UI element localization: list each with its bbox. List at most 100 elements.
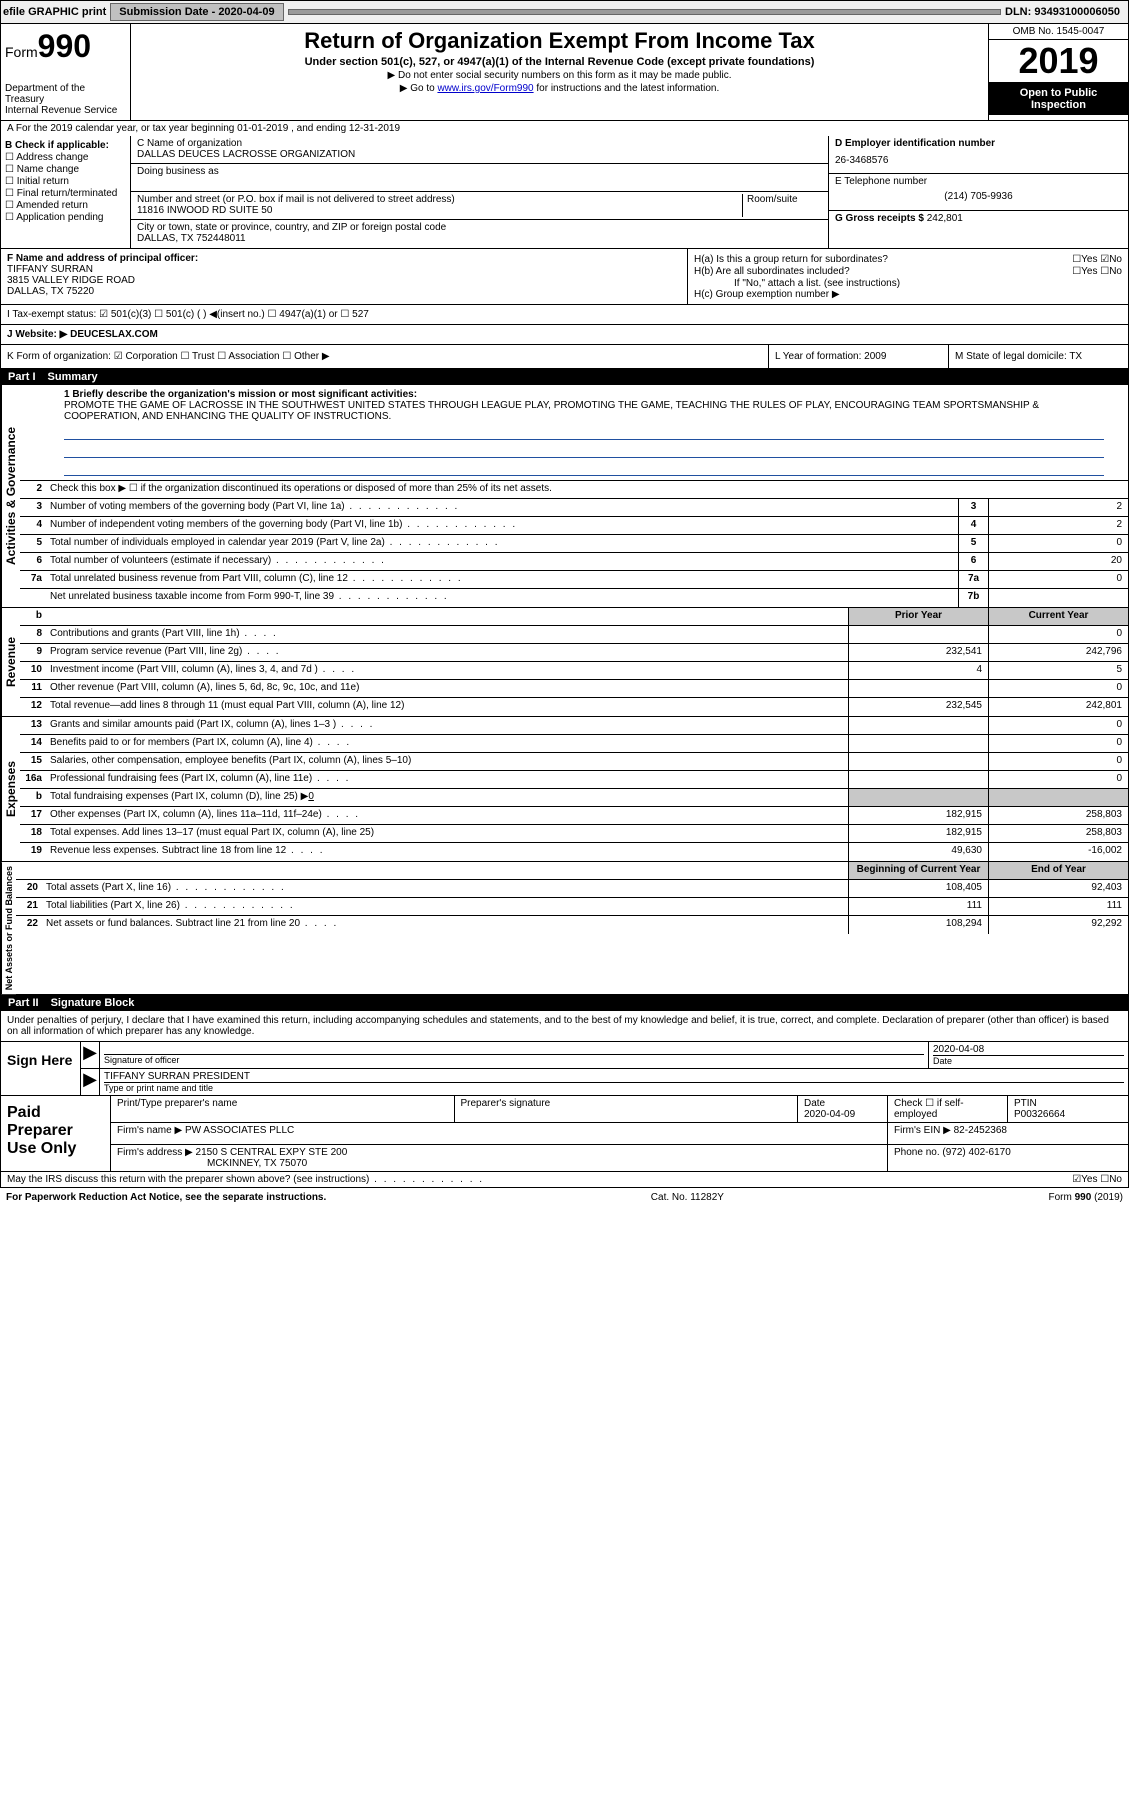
goto-note: ▶ Go to www.irs.gov/Form990 for instruct… (137, 83, 982, 94)
l16ap (848, 771, 988, 788)
preparer-date-cell: Date2020-04-09 (798, 1096, 888, 1122)
page-footer: For Paperwork Reduction Act Notice, see … (0, 1188, 1129, 1207)
revenue-table: Revenue bPrior YearCurrent Year 8Contrib… (0, 608, 1129, 717)
line9: Program service revenue (Part VIII, line… (46, 644, 848, 661)
line6-val: 20 (988, 553, 1128, 570)
chk-final[interactable]: ☐ Final return/terminated (5, 188, 126, 199)
goto-pre: ▶ Go to (400, 83, 438, 94)
l13c: 0 (988, 717, 1128, 734)
tax-exempt-row: I Tax-exempt status: ☑ 501(c)(3) ☐ 501(c… (0, 305, 1129, 325)
gross-label: G Gross receipts $ (835, 213, 924, 224)
dept-treasury: Department of the Treasury (5, 83, 126, 105)
l20b: 108,405 (848, 880, 988, 897)
box-m: M State of legal domicile: TX (948, 345, 1128, 368)
arrow-icon-2: ▶ (81, 1069, 99, 1095)
officer-signature: Signature of officer (99, 1042, 928, 1068)
addr-value: 11816 INWOOD RD SUITE 50 (137, 205, 742, 216)
ein-value: 26-3468576 (835, 155, 1122, 166)
hb-answer[interactable]: ☐Yes ☐No (1072, 266, 1122, 277)
discuss-row: May the IRS discuss this return with the… (0, 1172, 1129, 1188)
firm-addr-cell: Firm's address ▶ 2150 S CENTRAL EXPY STE… (111, 1145, 888, 1171)
line11: Other revenue (Part VIII, column (A), li… (46, 680, 848, 697)
sig-date: 2020-04-08Date (928, 1042, 1128, 1068)
chk-name[interactable]: ☐ Name change (5, 164, 126, 175)
omb-number: OMB No. 1545-0047 (989, 24, 1128, 40)
l14c: 0 (988, 735, 1128, 752)
vtab-expenses: Expenses (1, 717, 20, 861)
box-l: L Year of formation: 2009 (768, 345, 948, 368)
website-row: J Website: ▶ DEUCESLAX.COM (0, 325, 1129, 345)
part1-title: Summary (48, 371, 98, 383)
vtab-revenue: Revenue (1, 608, 20, 716)
discuss-label: May the IRS discuss this return with the… (7, 1174, 1002, 1185)
dba-row: Doing business as (131, 164, 828, 192)
l15c: 0 (988, 753, 1128, 770)
l22e: 92,292 (988, 916, 1128, 934)
preparer-sig-cell: Preparer's signature (455, 1096, 799, 1122)
sign-here-label: Sign Here (1, 1042, 81, 1095)
phone-row: E Telephone number (214) 705-9936 (829, 174, 1128, 212)
mission-text: PROMOTE THE GAME OF LACROSSE IN THE SOUT… (64, 400, 1039, 422)
address-row: Number and street (or P.O. box if mail i… (131, 192, 828, 220)
netassets-table: Net Assets or Fund Balances Beginning of… (0, 862, 1129, 995)
l12c: 242,801 (988, 698, 1128, 716)
preparer-ptin-cell: PTINP00326664 (1008, 1096, 1128, 1122)
line7a: Total unrelated business revenue from Pa… (46, 571, 958, 588)
part1-num: Part I (8, 371, 36, 383)
line14: Benefits paid to or for members (Part IX… (46, 735, 848, 752)
org-name: DALLAS DEUCES LACROSSE ORGANIZATION (137, 149, 822, 160)
line16a: Professional fundraising fees (Part IX, … (46, 771, 848, 788)
gross-row: G Gross receipts $ 242,801 (829, 211, 1128, 248)
footer-right: Form 990 (2019) (1049, 1192, 1123, 1203)
addr-label: Number and street (or P.O. box if mail i… (137, 194, 742, 205)
form-title: Return of Organization Exempt From Incom… (137, 28, 982, 54)
line20: Total assets (Part X, line 16) (42, 880, 848, 897)
chk-initial[interactable]: ☐ Initial return (5, 176, 126, 187)
row-fh: F Name and address of principal officer:… (0, 249, 1129, 305)
paid-preparer-label: Paid Preparer Use Only (1, 1096, 111, 1171)
entity-block: B Check if applicable: ☐ Address change … (0, 136, 1129, 249)
org-name-row: C Name of organization DALLAS DEUCES LAC… (131, 136, 828, 164)
chk-address[interactable]: ☐ Address change (5, 152, 126, 163)
chk-amended[interactable]: ☐ Amended return (5, 200, 126, 211)
open-public-badge: Open to Public Inspection (989, 83, 1128, 115)
line2: Check this box ▶ ☐ if the organization d… (46, 481, 1128, 498)
sign-here-block: Sign Here ▶ Signature of officer 2020-04… (0, 1042, 1129, 1096)
box-b-title: B Check if applicable: (5, 140, 109, 151)
room-label: Room/suite (742, 194, 822, 217)
form-header: Form990 Department of the Treasury Inter… (0, 24, 1129, 121)
sig-intro: Under penalties of perjury, I declare th… (0, 1011, 1129, 1042)
dba-label: Doing business as (137, 166, 822, 177)
chk-pending[interactable]: ☐ Application pending (5, 212, 126, 223)
hc-label: H(c) Group exemption number ▶ (694, 289, 1122, 300)
discuss-answer[interactable]: ☑Yes ☐No (1002, 1174, 1122, 1185)
line-a: A For the 2019 calendar year, or tax yea… (0, 121, 1129, 136)
l11c: 0 (988, 680, 1128, 697)
line5: Total number of individuals employed in … (46, 535, 958, 552)
line12: Total revenue—add lines 8 through 11 (mu… (46, 698, 848, 716)
l13p (848, 717, 988, 734)
ha-answer[interactable]: ☐Yes ☑No (1072, 254, 1122, 265)
l10c: 5 (988, 662, 1128, 679)
part1-header: Part I Summary (0, 369, 1129, 385)
preparer-self-cell[interactable]: Check ☐ if self-employed (888, 1096, 1008, 1122)
header-right: OMB No. 1545-0047 2019 Open to Public In… (988, 24, 1128, 120)
l17c: 258,803 (988, 807, 1128, 824)
line8: Contributions and grants (Part VIII, lin… (46, 626, 848, 643)
line5-val: 0 (988, 535, 1128, 552)
activities-governance-table: Activities & Governance 1 Briefly descri… (0, 385, 1129, 608)
l14p (848, 735, 988, 752)
form-number: Form990 (5, 28, 126, 65)
preparer-name-cell: Print/Type preparer's name (111, 1096, 455, 1122)
irs-label: Internal Revenue Service (5, 105, 126, 116)
line18: Total expenses. Add lines 13–17 (must eq… (46, 825, 848, 842)
submission-date-button[interactable]: Submission Date - 2020-04-09 (110, 3, 283, 21)
l16b-val: 0 (308, 791, 314, 802)
irs-link[interactable]: www.irs.gov/Form990 (437, 83, 533, 94)
website-value[interactable]: DEUCESLAX.COM (70, 329, 158, 340)
l21b: 111 (848, 898, 988, 915)
l9p: 232,541 (848, 644, 988, 661)
l17p: 182,915 (848, 807, 988, 824)
l8c: 0 (988, 626, 1128, 643)
hdr-prior: Prior Year (848, 608, 988, 625)
